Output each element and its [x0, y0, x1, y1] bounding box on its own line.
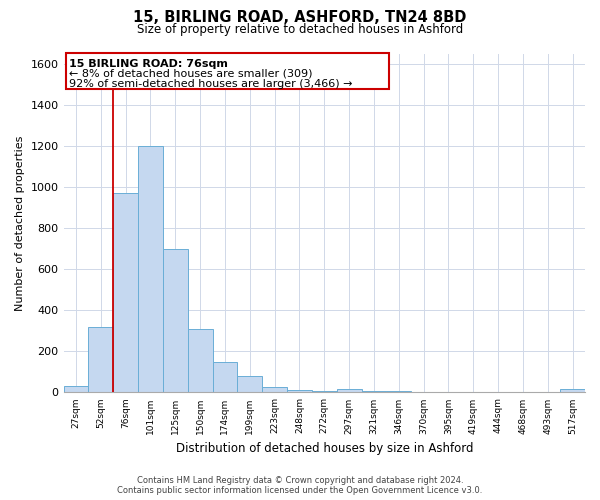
Text: Contains HM Land Registry data © Crown copyright and database right 2024.
Contai: Contains HM Land Registry data © Crown c…	[118, 476, 482, 495]
Bar	[163, 248, 188, 392]
Bar	[287, 390, 312, 392]
Bar	[138, 146, 163, 392]
Bar	[337, 390, 362, 392]
Bar	[188, 329, 212, 392]
Bar	[113, 194, 138, 392]
Bar	[262, 388, 287, 392]
Bar	[212, 362, 238, 392]
Text: 15, BIRLING ROAD, ASHFORD, TN24 8BD: 15, BIRLING ROAD, ASHFORD, TN24 8BD	[133, 10, 467, 25]
Bar	[64, 386, 88, 392]
FancyBboxPatch shape	[66, 52, 389, 89]
Bar	[560, 390, 585, 392]
X-axis label: Distribution of detached houses by size in Ashford: Distribution of detached houses by size …	[176, 442, 473, 455]
Bar	[238, 376, 262, 392]
Bar	[88, 326, 113, 392]
Text: Size of property relative to detached houses in Ashford: Size of property relative to detached ho…	[137, 22, 463, 36]
Y-axis label: Number of detached properties: Number of detached properties	[15, 136, 25, 310]
Text: 92% of semi-detached houses are larger (3,466) →: 92% of semi-detached houses are larger (…	[69, 79, 352, 89]
Text: 15 BIRLING ROAD: 76sqm: 15 BIRLING ROAD: 76sqm	[69, 58, 227, 68]
Text: ← 8% of detached houses are smaller (309): ← 8% of detached houses are smaller (309…	[69, 69, 312, 79]
